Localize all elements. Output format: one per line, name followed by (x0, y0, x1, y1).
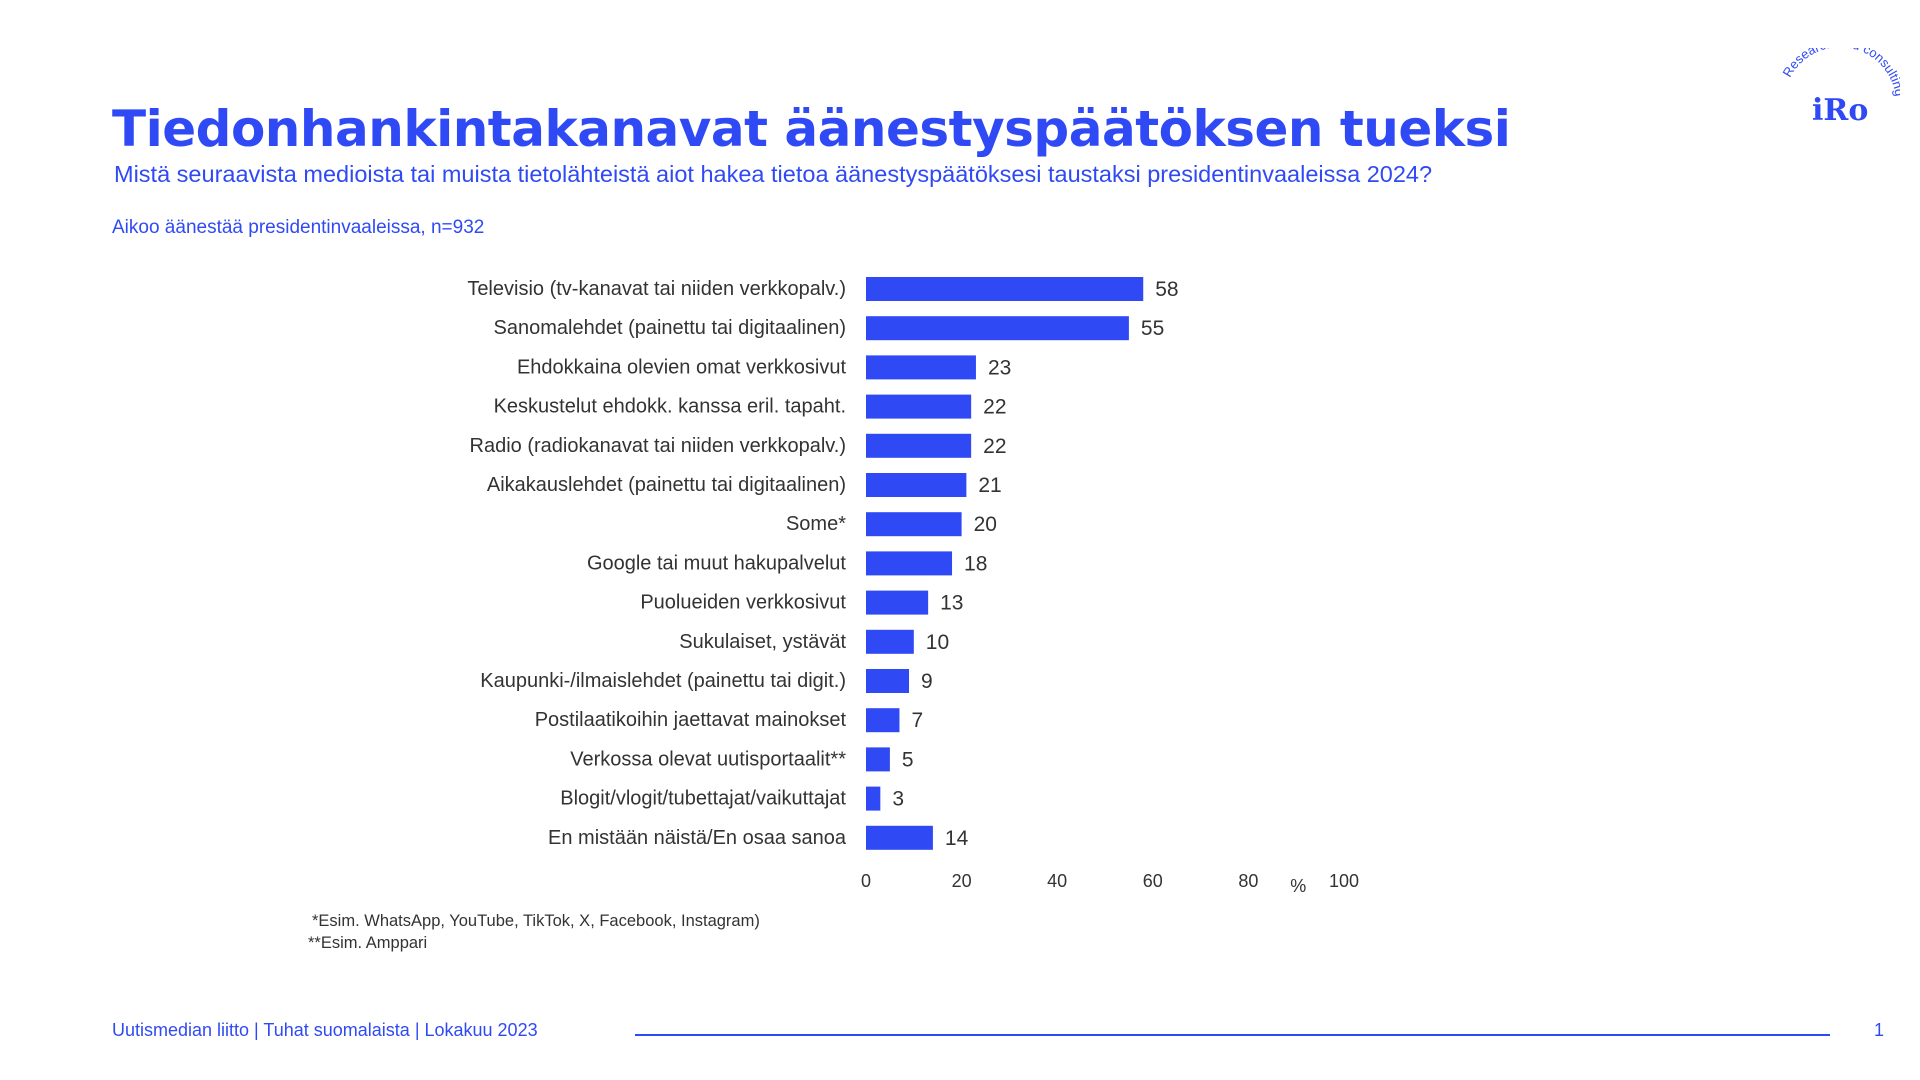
bar (866, 747, 890, 772)
category-label: Some* (786, 513, 846, 535)
bar (866, 669, 910, 693)
bar-chart: Televisio (tv-kanavat tai niiden verkkop… (467, 277, 1359, 896)
category-label: Postilaatikoihin jaettavat mainokset (535, 709, 847, 731)
footer-source: Uutismedian liitto | Tuhat suomalaista |… (112, 1020, 538, 1040)
bar (866, 473, 967, 497)
category-label: Verkossa olevat uutisportaalit** (570, 748, 846, 770)
footer-divider (635, 1034, 1830, 1036)
question-subtitle: Mistä seuraavista medioista tai muista t… (114, 161, 1433, 187)
footnote-some: *Esim. WhatsApp, YouTube, TikTok, X, Fac… (312, 912, 760, 930)
data-label: 22 (983, 396, 1006, 419)
footnote-portals: **Esim. Amppari (308, 934, 428, 952)
bar (866, 825, 933, 850)
data-label: 20 (974, 513, 997, 536)
x-tick-label: 60 (1143, 871, 1163, 891)
data-label: 14 (945, 827, 969, 850)
category-label: Sanomalehdet (painettu tai digitaalinen) (494, 317, 846, 339)
category-label: Ehdokkaina olevien omat verkkosivut (517, 356, 847, 378)
data-label: 10 (926, 631, 949, 654)
data-label: 5 (902, 748, 914, 771)
bar (866, 629, 914, 654)
x-tick-label: 20 (952, 871, 972, 891)
iro-logo: Research and consulting iRo (1780, 48, 1900, 128)
sample-base-note: Aikoo äänestää presidentinvaaleissa, n=9… (112, 217, 485, 238)
bar (866, 512, 962, 537)
data-label: 9 (921, 670, 933, 693)
data-label: 13 (940, 592, 963, 615)
data-label: 18 (964, 552, 987, 575)
logo-wordmark: iRo (1812, 93, 1868, 128)
category-label: Televisio (tv-kanavat tai niiden verkkop… (467, 278, 846, 300)
category-label: Puolueiden verkkosivut (640, 592, 846, 614)
page-title: Tiedonhankintakanavat äänestyspäätöksen … (112, 100, 1511, 158)
category-label: En mistään näistä/En osaa sanoa (548, 827, 847, 849)
bar (866, 786, 881, 811)
bar (866, 708, 900, 733)
bar (866, 277, 1144, 301)
page-number: 1 (1874, 1020, 1885, 1040)
data-label: 21 (978, 474, 1001, 497)
data-label: 55 (1141, 317, 1164, 340)
category-label: Google tai muut hakupalvelut (587, 552, 846, 574)
data-label: 23 (988, 356, 1011, 379)
x-tick-label: 80 (1238, 871, 1258, 891)
category-label: Aikakauslehdet (painettu tai digitaaline… (487, 474, 846, 496)
bar (866, 316, 1129, 341)
x-tick-label: 100 (1329, 871, 1359, 891)
category-label: Kaupunki-/ilmaislehdet (painettu tai dig… (480, 670, 846, 692)
bar (866, 433, 972, 458)
category-label: Keskustelut ehdokk. kanssa eril. tapaht. (494, 396, 846, 418)
data-label: 22 (983, 435, 1006, 458)
bar (866, 394, 972, 419)
category-label: Radio (radiokanavat tai niiden verkkopal… (470, 435, 847, 457)
data-label: 58 (1155, 278, 1178, 301)
bar (866, 355, 976, 380)
bar (866, 551, 953, 576)
data-label: 7 (911, 709, 923, 732)
category-label: Sukulaiset, ystävät (679, 631, 846, 653)
x-axis-unit: % (1290, 876, 1306, 896)
x-tick-label: 40 (1047, 871, 1067, 891)
bar (866, 590, 929, 615)
category-label: Blogit/vlogit/tubettajat/vaikuttajat (560, 788, 846, 810)
x-tick-label: 0 (861, 871, 871, 891)
data-label: 3 (892, 788, 904, 811)
